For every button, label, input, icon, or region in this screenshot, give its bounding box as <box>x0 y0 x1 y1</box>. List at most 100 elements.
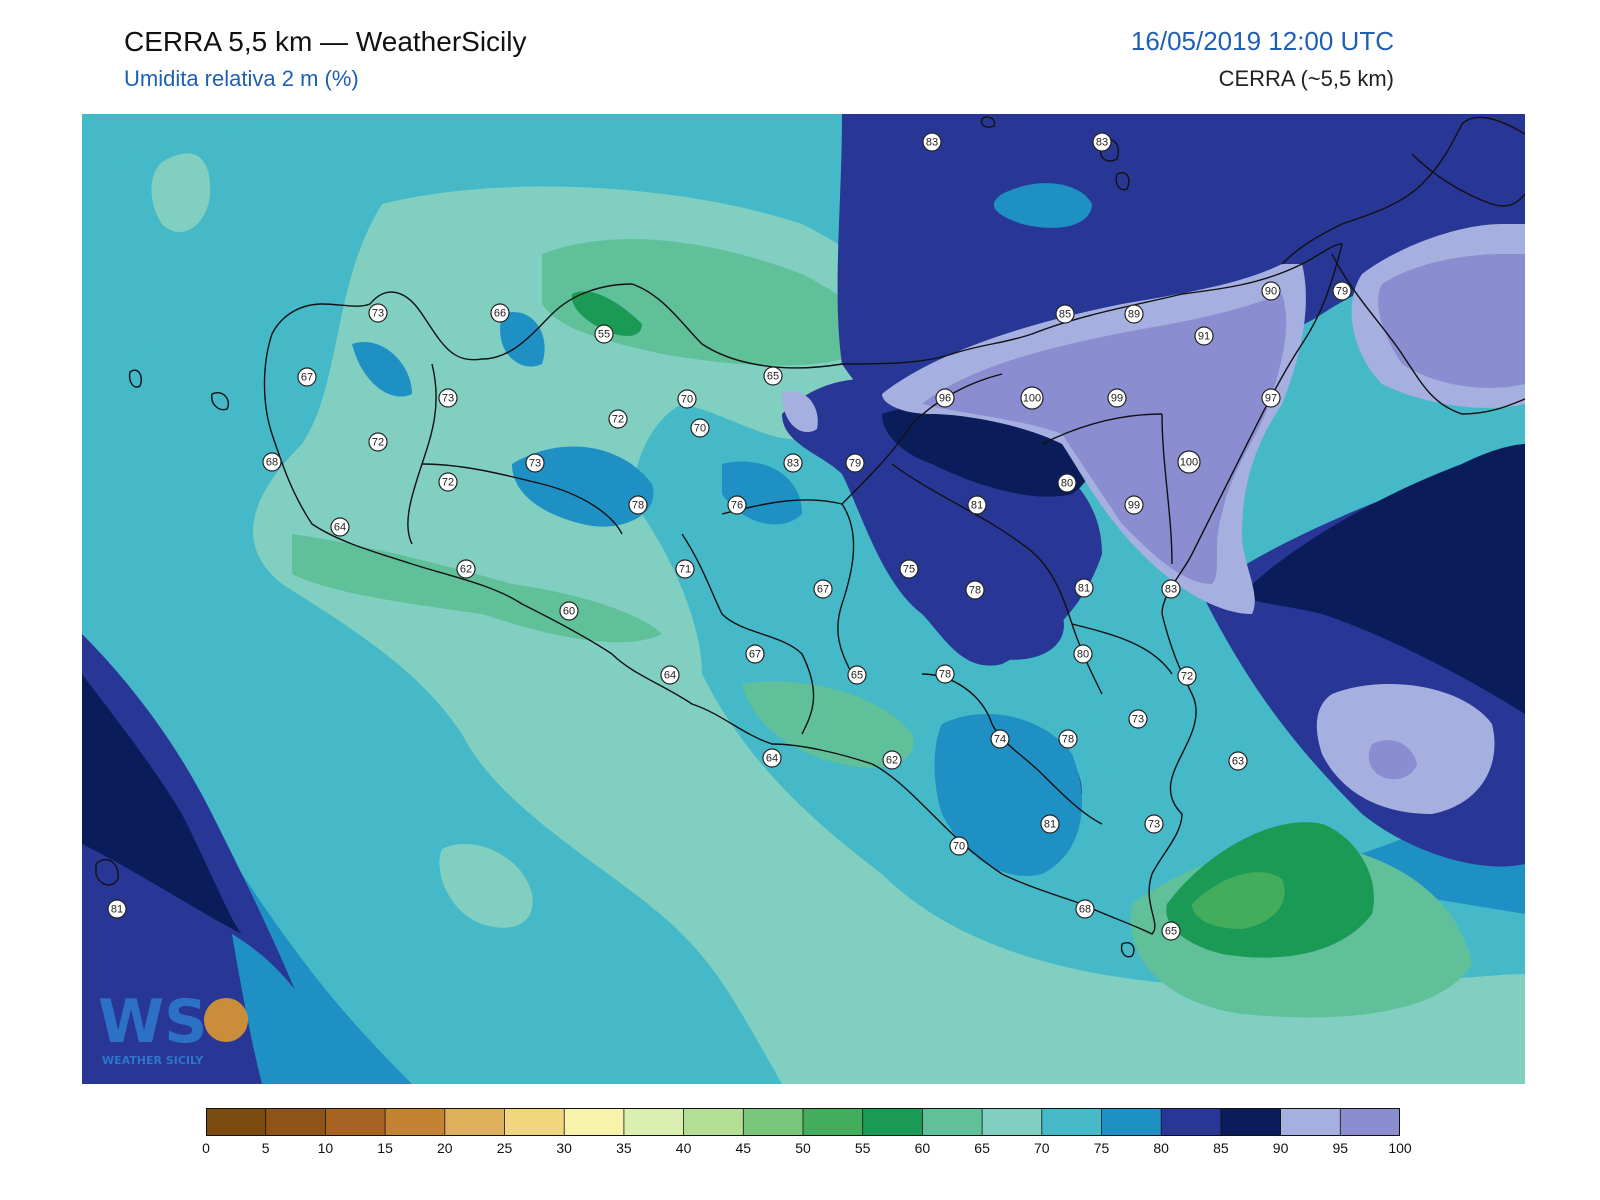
colorbar-segment <box>385 1108 446 1136</box>
value-label: 78 <box>1062 734 1074 746</box>
colorbar-tick-label: 0 <box>202 1140 210 1156</box>
value-label-marker <box>1057 473 1077 493</box>
colorbar-segment <box>1280 1108 1341 1136</box>
value-label: 97 <box>1265 393 1277 405</box>
value-label: 85 <box>1059 309 1071 321</box>
value-label-marker <box>845 453 865 473</box>
value-label-marker <box>608 409 628 429</box>
value-label-marker <box>949 836 969 856</box>
colorbar-tick-label: 80 <box>1153 1140 1169 1156</box>
colorbar-svg <box>206 1108 1401 1136</box>
value-label: 68 <box>266 457 278 469</box>
value-label: 80 <box>1061 478 1073 490</box>
value-label: 63 <box>1232 756 1244 768</box>
calabria-coast <box>1281 116 1525 265</box>
value-label-marker <box>1261 281 1281 301</box>
value-label: 100 <box>1023 393 1041 405</box>
value-label: 81 <box>971 500 983 512</box>
value-label: 73 <box>1148 819 1160 831</box>
colorbar-segment <box>444 1108 505 1136</box>
weathersicily-logo: WS WEATHER SICILY <box>96 980 256 1070</box>
colorbar-tick-label: 60 <box>914 1140 931 1156</box>
value-label-marker <box>783 453 803 473</box>
value-label-marker <box>1055 304 1075 324</box>
value-label: 91 <box>1198 331 1210 343</box>
value-label-marker <box>1092 132 1112 152</box>
value-label-marker <box>628 495 648 515</box>
value-label: 73 <box>442 393 454 405</box>
value-label-marker <box>456 559 476 579</box>
colorbar-segment <box>982 1108 1043 1136</box>
colorbar-segment <box>683 1108 744 1136</box>
value-label: 72 <box>612 414 624 426</box>
value-label: 64 <box>766 753 778 765</box>
colorbar-segment <box>922 1108 983 1136</box>
value-label: 83 <box>926 137 938 149</box>
chart-title: CERRA 5,5 km — WeatherSicily <box>124 26 527 57</box>
value-label: 67 <box>749 649 761 661</box>
value-label: 73 <box>529 458 541 470</box>
value-label: 65 <box>851 670 863 682</box>
value-label: 83 <box>787 458 799 470</box>
value-label-marker <box>922 132 942 152</box>
value-label: 65 <box>767 371 779 383</box>
colorbar-tick-label: 65 <box>974 1140 990 1156</box>
value-label: 73 <box>1132 714 1144 726</box>
value-label: 79 <box>849 458 861 470</box>
value-label-marker <box>1332 281 1352 301</box>
value-label-marker <box>763 366 783 386</box>
value-label-marker <box>525 453 545 473</box>
colorbar-segment <box>1220 1108 1282 1136</box>
aeolian-islands <box>980 116 996 128</box>
value-label-marker <box>1177 666 1197 686</box>
colorbar-tick-label: 55 <box>854 1140 871 1156</box>
colorbar-tick-label: 35 <box>616 1140 632 1156</box>
colorbar-tick-label: 5 <box>261 1140 270 1156</box>
value-label: 64 <box>334 522 346 534</box>
colorbar-tick-label: 95 <box>1332 1140 1349 1156</box>
value-label-marker <box>438 388 458 408</box>
value-label: 72 <box>1181 671 1193 683</box>
value-label: 67 <box>301 372 313 384</box>
value-label-marker <box>1075 899 1095 919</box>
value-label: 99 <box>1111 393 1123 405</box>
colorbar-tick-label: 70 <box>1034 1140 1050 1156</box>
value-label-marker <box>1058 729 1078 749</box>
value-label-marker <box>1194 326 1214 346</box>
value-label: 71 <box>679 564 691 576</box>
value-label-marker <box>1073 644 1093 664</box>
value-label-marker <box>745 644 765 664</box>
value-label-marker <box>660 665 680 685</box>
value-label-marker <box>107 899 127 919</box>
value-label: 78 <box>939 669 951 681</box>
value-label-marker <box>559 601 579 621</box>
colorbar-segment <box>1161 1108 1222 1136</box>
value-label-marker <box>1144 814 1164 834</box>
value-label-marker <box>368 432 388 452</box>
colorbar-segment <box>1041 1108 1102 1136</box>
value-label: 78 <box>632 500 644 512</box>
value-label-marker <box>965 580 985 600</box>
value-label: 80 <box>1077 649 1089 661</box>
value-label: 62 <box>460 564 472 576</box>
colorbar-tick-label: 15 <box>377 1140 393 1156</box>
colorbar-segment <box>1101 1108 1162 1136</box>
value-label-marker <box>438 472 458 492</box>
value-label-marker <box>935 664 955 684</box>
value-label-marker <box>1040 814 1060 834</box>
value-label: 55 <box>598 329 610 341</box>
colorbar-tick-label: 100 <box>1388 1140 1412 1156</box>
logo-text: WEATHER SICILY <box>102 1054 204 1067</box>
value-label-marker <box>935 388 955 408</box>
value-label: 68 <box>1079 904 1091 916</box>
colorbar-segment <box>743 1108 804 1136</box>
value-label: 62 <box>886 755 898 767</box>
colorbar-tick-label: 20 <box>437 1140 453 1156</box>
value-label: 67 <box>817 584 829 596</box>
value-label-marker <box>847 665 867 685</box>
value-label: 90 <box>1265 286 1277 298</box>
value-label-marker <box>967 495 987 515</box>
colorbar-tick-label: 50 <box>795 1140 811 1156</box>
value-label: 89 <box>1128 309 1140 321</box>
colorbar-segment <box>504 1108 565 1136</box>
